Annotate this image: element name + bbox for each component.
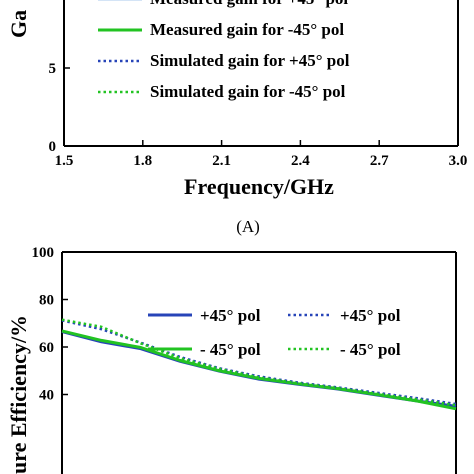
chart-a-y-tick-label: 0 xyxy=(49,139,57,155)
chart-a-legend: Measured gain for +45° pol Measured gain … xyxy=(98,0,350,101)
chart-a-x-tick-label: 1.5 xyxy=(55,153,74,169)
chart-a-y-axis-title: Ga xyxy=(6,10,31,38)
chart-b-plot-area xyxy=(61,318,457,411)
chart-b: 100 80 60 40 ure Efficiency/% +45° pol - 45°… xyxy=(6,245,457,474)
chart-b-legend-label: - 45° pol xyxy=(200,340,261,359)
chart-b-y-tick-label: 60 xyxy=(39,340,54,356)
chart-b-y-tick-label: 40 xyxy=(39,388,54,404)
chart-b-series-line-3 xyxy=(61,318,457,407)
chart-b-y-axis-title: ure Efficiency/% xyxy=(6,315,31,474)
chart-a-y-ticks: 05 xyxy=(49,61,70,155)
chart-a-x-tick-label: 2.7 xyxy=(370,153,389,169)
chart-a: 1.5 1.8 2.1 2.4 2.7 3.0 05 Ga Frequency/GHz M… xyxy=(6,0,467,199)
chart-b-series-line-2 xyxy=(61,319,457,406)
chart-b-legend-label: +45° pol xyxy=(200,306,261,325)
chart-b-series-line-1 xyxy=(61,329,457,411)
chart-a-legend-label: Measured gain for -45° pol xyxy=(150,20,344,39)
chart-a-legend-label: Simulated gain for -45° pol xyxy=(150,82,346,101)
chart-a-legend-label: Simulated gain for +45° pol xyxy=(150,51,350,70)
chart-a-y-tick-label: 5 xyxy=(49,61,57,77)
chart-a-x-tick-label: 2.4 xyxy=(291,153,310,169)
chart-b-legend-label: +45° pol xyxy=(340,306,401,325)
chart-b-y-tick-label: 100 xyxy=(32,245,55,261)
chart-b-y-tick-label: 80 xyxy=(39,293,54,309)
chart-a-legend-label: Measured gain for +45° pol xyxy=(150,0,348,8)
panel-label-a: (A) xyxy=(236,217,260,236)
chart-a-x-axis-title: Frequency/GHz xyxy=(184,174,334,199)
chart-a-x-ticks: 1.5 1.8 2.1 2.4 2.7 3.0 xyxy=(55,140,468,169)
chart-b-y-ticks: 100 80 60 40 xyxy=(32,245,68,404)
chart-a-x-tick-label: 1.8 xyxy=(133,153,152,169)
chart-b-legend-label: - 45° pol xyxy=(340,340,401,359)
chart-b-legend: +45° pol - 45° pol +45° pol - 45° pol xyxy=(148,306,401,359)
chart-a-x-tick-label: 2.1 xyxy=(212,153,231,169)
chart-a-x-tick-label: 3.0 xyxy=(449,153,468,169)
